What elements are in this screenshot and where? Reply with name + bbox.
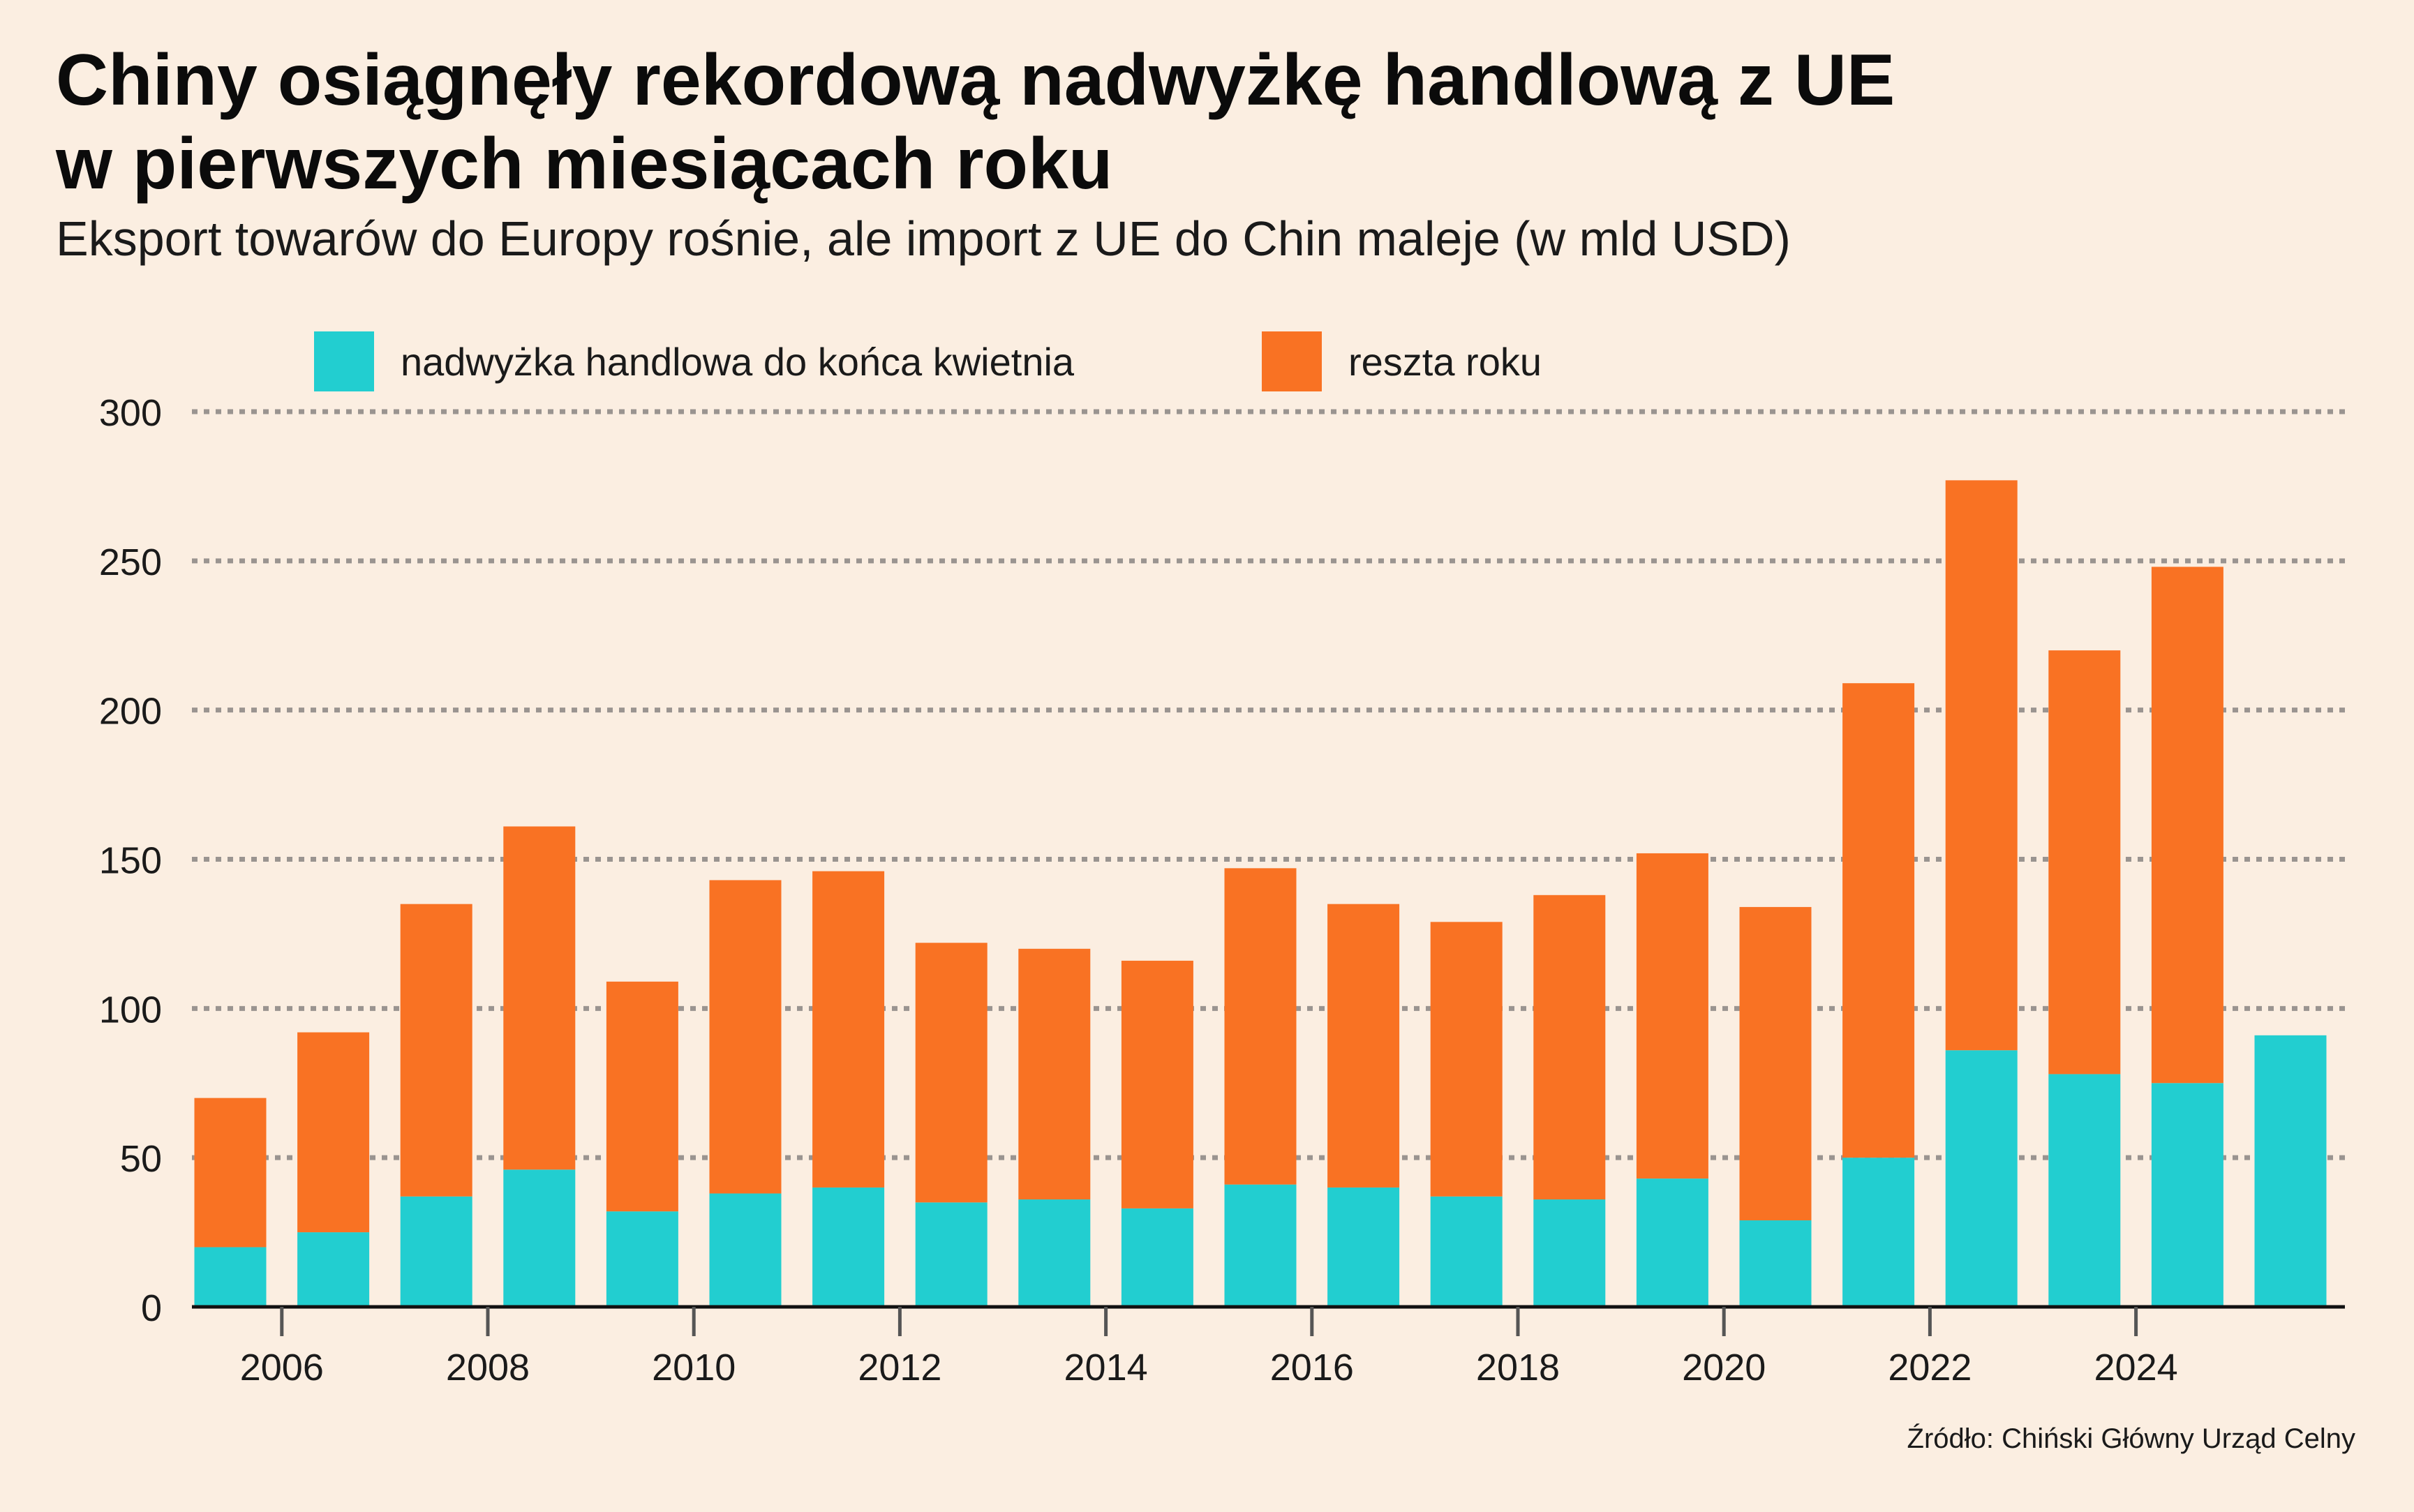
bar-surplus-2024: [2151, 1083, 2223, 1307]
bar-surplus-2007: [400, 1196, 472, 1307]
bar-surplus-2020: [1739, 1220, 1812, 1307]
x-tick-label-2022: 2022: [1888, 1347, 1972, 1389]
bar-surplus-2006: [297, 1232, 370, 1307]
x-tick-label-2016: 2016: [1270, 1347, 1354, 1389]
bar-rest-2007: [400, 904, 472, 1197]
bar-rest-2014: [1121, 960, 1193, 1208]
bar-rest-2005: [194, 1098, 267, 1248]
bar-rest-2020: [1739, 906, 1812, 1220]
bar-rest-2008: [503, 826, 576, 1170]
bar-surplus-2025: [2254, 1035, 2327, 1307]
legend-swatch-surplus: [314, 331, 374, 391]
bar-rest-2021: [1842, 683, 1915, 1158]
bar-rest-2016: [1327, 904, 1400, 1188]
bar-rest-2009: [606, 981, 678, 1212]
x-tick-label-2006: 2006: [240, 1347, 324, 1389]
bar-rest-2024: [2151, 567, 2223, 1084]
y-tick-label-300: 300: [99, 392, 162, 434]
legend: nadwyżka handlowa do końca kwietnia resz…: [0, 331, 2414, 394]
bar-rest-2017: [1430, 922, 1503, 1197]
chart-title: Chiny osiągnęły rekordową nadwyżkę handl…: [56, 38, 2149, 206]
x-tick-label-2024: 2024: [2094, 1347, 2178, 1389]
bar-surplus-2017: [1430, 1196, 1503, 1307]
chart-title-line1: Chiny osiągnęły rekordową nadwyżkę handl…: [56, 40, 1895, 121]
bar-rest-2018: [1533, 895, 1606, 1200]
x-tick-label-2018: 2018: [1476, 1347, 1560, 1389]
bar-rest-2022: [1945, 480, 2018, 1051]
bar-rest-2019: [1636, 853, 1708, 1179]
legend-label-surplus: nadwyżka handlowa do końca kwietnia: [401, 339, 1075, 384]
bar-surplus-2012: [915, 1202, 988, 1307]
bar-surplus-2022: [1945, 1050, 2018, 1307]
bar-surplus-2023: [2048, 1074, 2121, 1307]
x-tick-label-2010: 2010: [652, 1347, 736, 1389]
legend-label-rest: reszta roku: [1348, 339, 1542, 384]
bar-surplus-2010: [709, 1193, 782, 1307]
bar-surplus-2016: [1327, 1187, 1400, 1307]
bar-surplus-2008: [503, 1169, 576, 1307]
bar-surplus-2015: [1224, 1184, 1297, 1307]
bar-surplus-2013: [1018, 1199, 1091, 1307]
legend-swatch-rest: [1262, 331, 1322, 391]
bar-rest-2013: [1018, 948, 1091, 1200]
bar-rest-2006: [297, 1032, 370, 1233]
x-tick-label-2014: 2014: [1064, 1347, 1148, 1389]
legend-item-surplus: nadwyżka handlowa do końca kwietnia: [314, 331, 1074, 391]
y-tick-label-0: 0: [141, 1287, 162, 1329]
bar-rest-2010: [709, 880, 782, 1194]
x-tick-label-2008: 2008: [446, 1347, 530, 1389]
y-tick-label-150: 150: [99, 840, 162, 882]
bar-surplus-2011: [812, 1187, 885, 1307]
source-note: Źródło: Chiński Główny Urząd Celny: [1907, 1423, 2355, 1454]
y-tick-label-50: 50: [120, 1138, 162, 1180]
bar-rest-2012: [915, 943, 988, 1203]
bar-surplus-2014: [1121, 1208, 1193, 1307]
chart-title-line2: w pierwszych miesiącach roku: [56, 123, 1113, 204]
legend-item-rest: reszta roku: [1262, 331, 1542, 391]
bar-rest-2011: [812, 871, 885, 1188]
x-tick-label-2020: 2020: [1682, 1347, 1766, 1389]
bar-surplus-2009: [606, 1211, 678, 1307]
bar-rest-2015: [1224, 868, 1297, 1185]
x-tick-label-2012: 2012: [858, 1347, 941, 1389]
bar-surplus-2018: [1533, 1199, 1606, 1307]
y-tick-label-250: 250: [99, 541, 162, 583]
bar-surplus-2021: [1842, 1158, 1915, 1307]
bar-surplus-2005: [194, 1247, 267, 1307]
y-tick-label-200: 200: [99, 691, 162, 733]
bar-rest-2023: [2048, 650, 2121, 1075]
y-tick-label-100: 100: [99, 989, 162, 1031]
chart-subtitle: Eksport towarów do Europy rośnie, ale im…: [56, 211, 1791, 266]
bar-surplus-2019: [1636, 1178, 1708, 1307]
